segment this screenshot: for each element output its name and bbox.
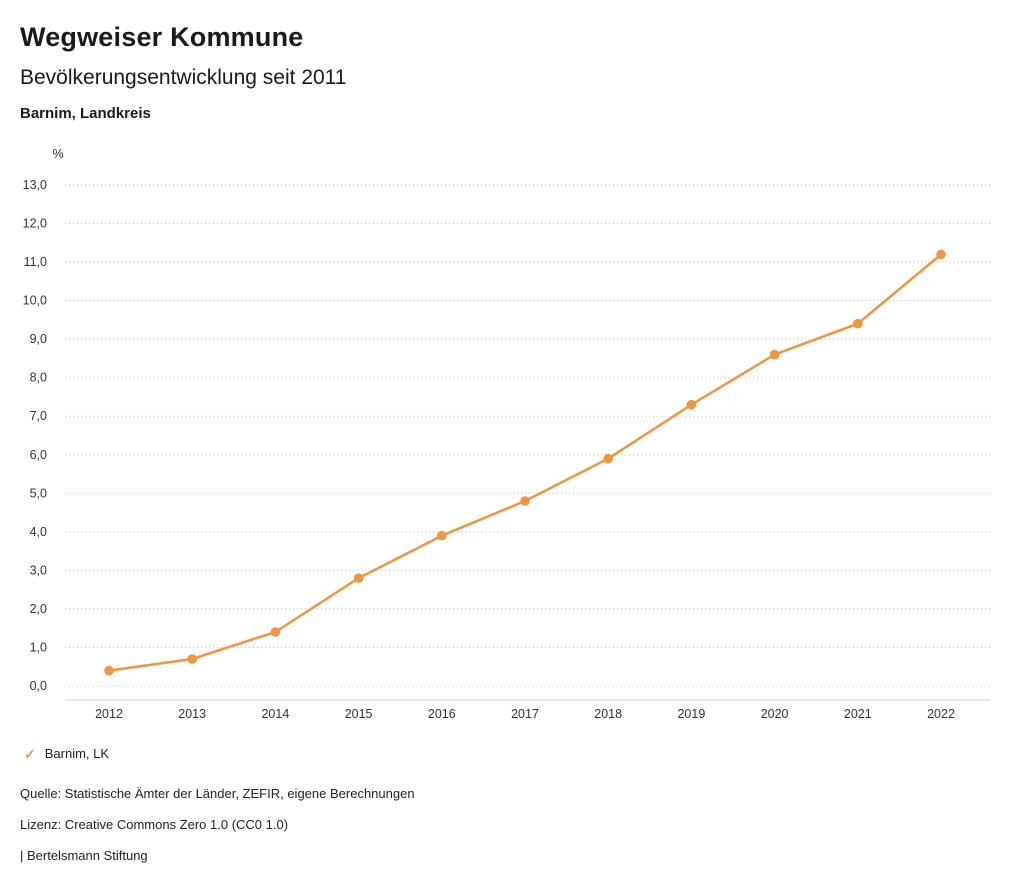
y-axis-tick-label: 7,0	[30, 409, 47, 423]
data-point[interactable]	[853, 318, 863, 329]
data-point[interactable]	[187, 654, 197, 664]
data-point[interactable]	[603, 453, 613, 464]
x-axis-label: 2013	[178, 707, 206, 721]
legend-label: Barnim, LK	[44, 746, 110, 761]
x-axis-label: 2021	[844, 707, 872, 721]
y-axis-tick-label: 0,0	[30, 679, 47, 693]
series-line	[107, 253, 943, 672]
y-axis-tick-label: 13,0	[23, 178, 47, 192]
data-point[interactable]	[936, 249, 946, 260]
y-axis-tick-label: 9,0	[30, 332, 47, 346]
app-title: Wegweiser Kommune	[20, 22, 304, 52]
data-point[interactable]	[104, 665, 114, 676]
data-point[interactable]	[270, 627, 281, 637]
y-axis-tick-label: 10,0	[23, 294, 47, 308]
y-axis-tick-label: 11,0	[24, 255, 47, 269]
data-point[interactable]	[769, 349, 780, 360]
x-axis-label: 2015	[345, 707, 373, 721]
x-axis-label: 2018	[594, 707, 622, 721]
data-point[interactable]	[353, 573, 364, 583]
y-axis-unit-label: %	[52, 147, 63, 161]
x-axis-label: 2016	[428, 707, 456, 721]
legend-check-icon: ✓	[24, 745, 36, 762]
y-axis-tick-label: 8,0	[30, 371, 47, 385]
data-point[interactable]	[437, 530, 447, 541]
y-axis-tick-label: 2,0	[30, 602, 47, 616]
x-axis-label: 2014	[261, 707, 289, 721]
y-axis-tick-label: 5,0	[30, 486, 47, 500]
y-axis-tick-label: 4,0	[30, 525, 47, 539]
data-point[interactable]	[686, 399, 697, 410]
chart-title: Bevölkerungsentwicklung seit 2011	[20, 66, 347, 89]
y-axis-tick-label: 12,0	[23, 217, 47, 231]
x-axis-label: 2022	[927, 707, 955, 721]
y-axis-tick-label: 1,0	[30, 640, 47, 654]
y-axis-tick-label: 6,0	[30, 448, 47, 462]
x-axis-label: 2019	[677, 707, 705, 721]
region-label: Barnim, Landkreis	[20, 105, 151, 122]
x-axis-label: 2017	[511, 707, 539, 721]
y-axis-tick-label: 3,0	[30, 563, 47, 577]
brand-text: | Bertelsmann Stiftung	[20, 848, 148, 863]
population-line-chart: % 0,0 1,0 2,0 3,0 4,0 5,0 6,0 7,0 8,0 9,0 10,0 11,0 1…	[23, 147, 990, 721]
source-text: Quelle: Statistische Ämter der Länder, Z…	[20, 786, 415, 801]
data-point[interactable]	[520, 496, 530, 506]
legend-item-barnim[interactable]: ✓ Barnim, LK	[24, 746, 109, 761]
license-text: Lizenz: Creative Commons Zero 1.0 (CC0 1…	[20, 817, 289, 832]
x-axis-label: 2012	[95, 707, 123, 721]
x-axis-label: 2020	[761, 707, 789, 721]
